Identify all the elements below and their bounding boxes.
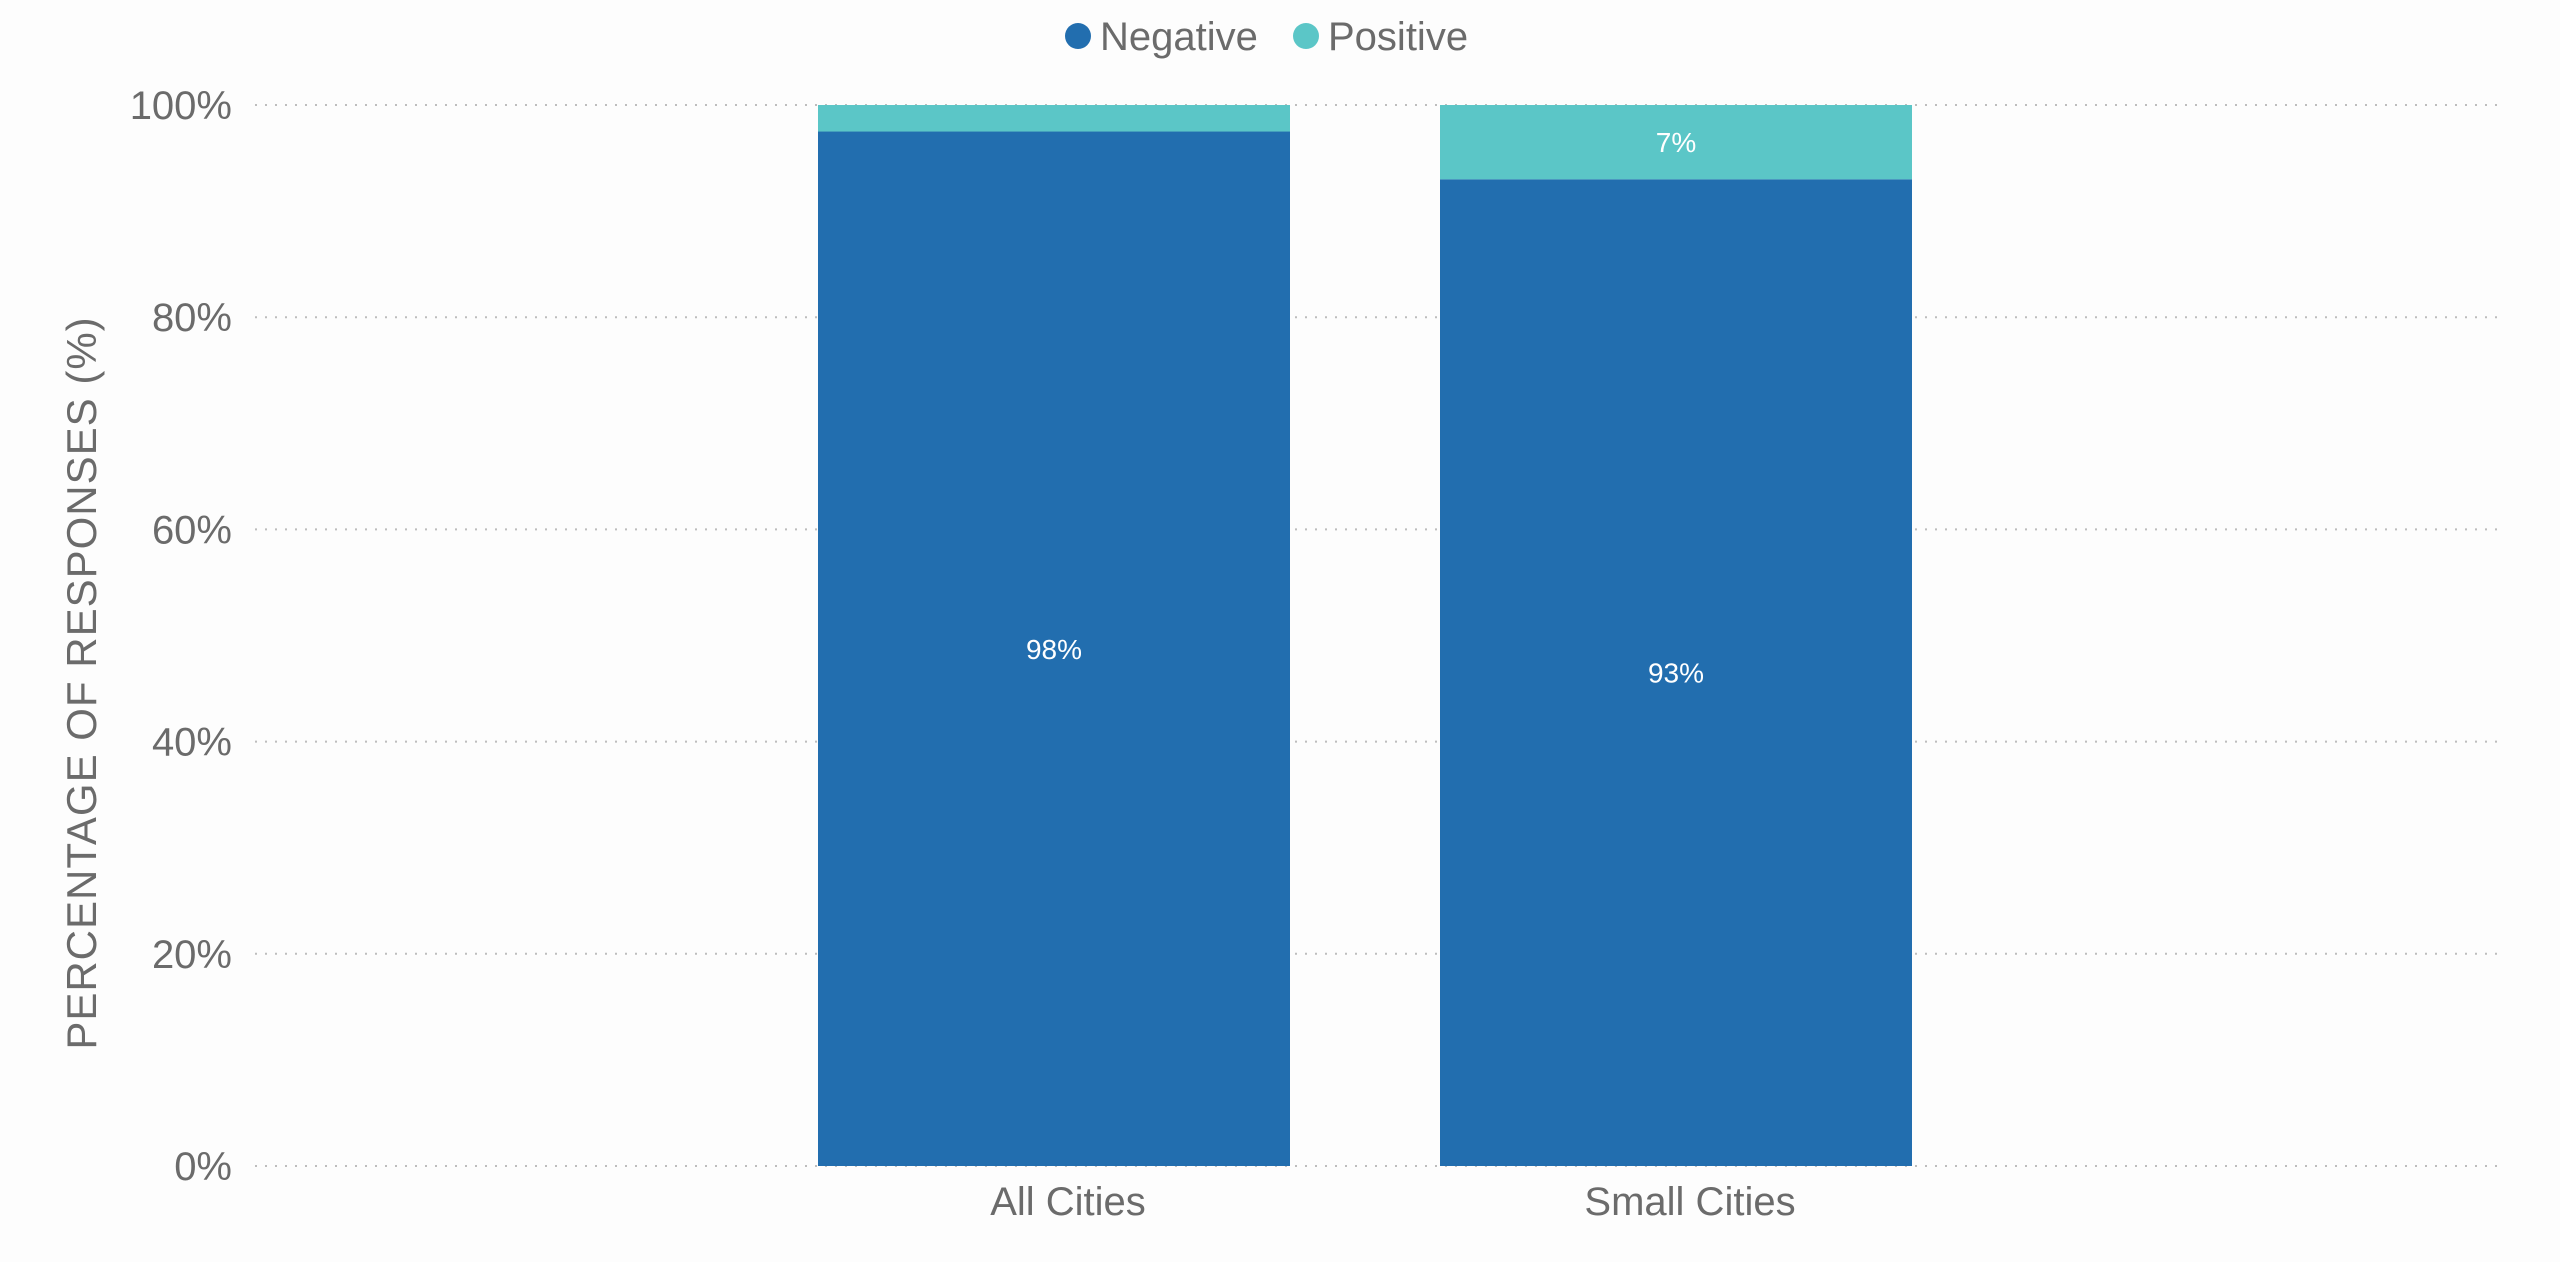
bar-negative-small-cities [1440, 179, 1912, 1166]
legend-label-negative: Negative [1100, 15, 1258, 59]
data-label: 98% [1026, 634, 1082, 665]
y-tick-label: 0% [174, 1145, 232, 1189]
x-category-label: All Cities [990, 1180, 1146, 1224]
y-tick-label: 20% [152, 933, 232, 977]
legend-marker-positive [1293, 23, 1319, 49]
y-tick-label: 80% [152, 296, 232, 340]
bar-positive-all-cities [818, 105, 1290, 132]
bar-positive-small-cities [1440, 105, 1912, 180]
y-axis-title: PERCENTAGE OF RESPONSES (%) [58, 316, 105, 1049]
legend: Negative Positive [1065, 15, 1468, 59]
data-label: 7% [1656, 127, 1696, 158]
legend-label-positive: Positive [1328, 15, 1468, 59]
x-category-label: Small Cities [1584, 1180, 1795, 1224]
y-tick-label: 40% [152, 721, 232, 765]
legend-marker-negative [1065, 23, 1091, 49]
y-tick-label: 60% [152, 508, 232, 552]
data-label: 93% [1648, 658, 1704, 689]
bar-negative-all-cities [818, 131, 1290, 1166]
y-tick-label: 100% [130, 84, 232, 128]
